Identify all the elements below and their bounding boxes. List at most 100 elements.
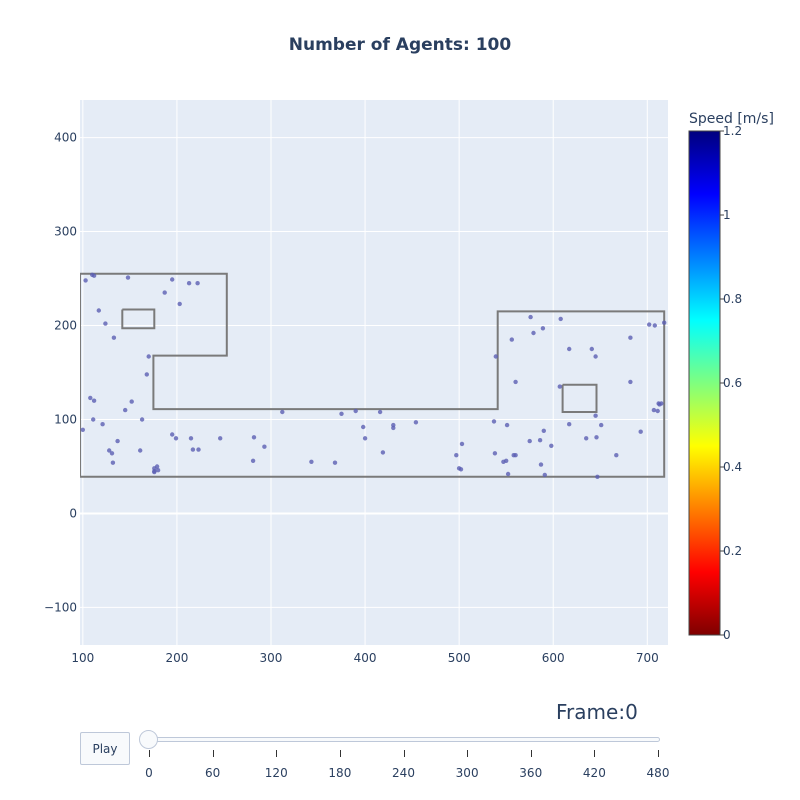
agent-point: [80, 427, 86, 432]
agent-point: [628, 379, 633, 385]
slider-tick: [530, 750, 532, 757]
agent-point: [107, 448, 112, 453]
agent-point: [541, 428, 546, 433]
slider-tick: [658, 750, 659, 757]
agent-point: [651, 407, 657, 413]
y-tick-label: 200: [54, 319, 77, 333]
agent-point: [96, 308, 102, 313]
colorbar-tick-label: 0: [723, 628, 731, 642]
agent-point: [655, 408, 660, 414]
agent-point: [558, 316, 563, 322]
y-tick-label: 100: [54, 412, 77, 426]
agent-point: [538, 462, 544, 467]
slider-tick-label: 420: [582, 766, 606, 780]
agent-point: [332, 460, 338, 465]
agent-point: [115, 438, 120, 444]
slider-tick-label: 0: [145, 766, 153, 780]
slider-tick: [403, 750, 405, 757]
agent-point: [90, 272, 95, 277]
agent-point: [353, 408, 358, 414]
x-tick-label: 400: [354, 651, 377, 665]
colorbar-tick-label: 1.2: [723, 124, 742, 138]
y-axis: −100 0 100 200 300 400: [44, 131, 77, 615]
frame-slider-track[interactable]: [148, 737, 660, 742]
agent-point: [527, 438, 532, 444]
play-button[interactable]: Play: [80, 732, 130, 765]
slider-tick: [467, 750, 469, 757]
slider-tick-label: 360: [519, 766, 543, 780]
agent-point: [152, 469, 157, 475]
y-tick-label: −100: [44, 600, 77, 614]
wall-line: [80, 272, 666, 478]
slider-tick-label: 300: [455, 766, 479, 780]
agent-point: [155, 468, 161, 473]
slider-tick-label: 180: [328, 766, 352, 780]
agent-point: [454, 453, 459, 458]
agent-point: [190, 447, 196, 452]
agent-point: [647, 322, 652, 327]
colorbar-tick-label: 0.6: [723, 376, 742, 390]
agent-point: [195, 281, 200, 286]
agent-point: [170, 277, 175, 282]
agent-point: [540, 326, 546, 331]
agent-point: [491, 419, 497, 424]
agent-point: [188, 436, 194, 441]
colorbar-tick-label: 0.2: [723, 544, 742, 558]
agent-point: [144, 372, 149, 377]
agent-point: [88, 395, 93, 401]
agent-point: [459, 441, 465, 447]
x-tick-label: 700: [636, 651, 659, 665]
agent-point: [528, 314, 533, 320]
frame-slider-handle[interactable]: [139, 730, 158, 749]
agent-point: [196, 447, 201, 452]
agent-point: [125, 275, 131, 280]
agent-point: [458, 467, 464, 472]
agent-point: [628, 335, 633, 340]
agent-point: [567, 422, 572, 427]
y-tick-label: 300: [54, 225, 77, 239]
agent-point: [100, 422, 105, 427]
agent-point: [584, 436, 589, 441]
agent-point: [111, 335, 117, 340]
colorbar-ticks: 0 0.2 0.4 0.6 0.8 1 1.2: [720, 124, 742, 642]
agent-point: [91, 417, 96, 422]
agent-point: [492, 451, 498, 456]
agent-point: [251, 435, 257, 440]
agent-point: [652, 323, 657, 328]
agent-point: [594, 435, 599, 440]
frame-label: Frame:0: [556, 700, 638, 724]
agent-point: [262, 444, 267, 449]
agent-point: [513, 379, 518, 385]
x-tick-label: 300: [260, 651, 283, 665]
agent-point: [493, 354, 498, 359]
agent-point: [391, 425, 396, 431]
colorbar-tick-label: 1: [723, 208, 731, 222]
chart-title: Number of Agents: 100: [289, 35, 512, 55]
x-tick-label: 600: [542, 651, 565, 665]
agent-point: [138, 448, 143, 453]
agent-point: [656, 401, 661, 406]
plot-background: [80, 100, 668, 645]
frame-value: 0: [625, 700, 638, 724]
agent-point: [599, 422, 604, 428]
agent-point: [339, 411, 344, 416]
gridlines: [80, 100, 668, 645]
slider-tick: [339, 750, 341, 757]
agent-point: [361, 424, 366, 430]
colorbar-title: Speed [m/s]: [689, 111, 774, 127]
slider-tick: [149, 750, 150, 757]
agent-point: [413, 420, 419, 425]
agent-point: [638, 429, 643, 434]
frame-label-text: Frame:: [556, 700, 626, 724]
y-tick-label: 400: [54, 131, 77, 145]
agent-point: [109, 451, 115, 456]
agent-point: [557, 384, 562, 389]
x-tick-label: 500: [448, 651, 471, 665]
colorbar-tick-label: 0.8: [723, 292, 742, 306]
frame-slider-ticks: 0 60 120 180 240 300 360 420 480: [0, 750, 800, 790]
slider-tick-label: 120: [264, 766, 288, 780]
agent-point: [83, 278, 88, 283]
agent-point: [593, 354, 598, 359]
agent-point: [504, 458, 509, 463]
